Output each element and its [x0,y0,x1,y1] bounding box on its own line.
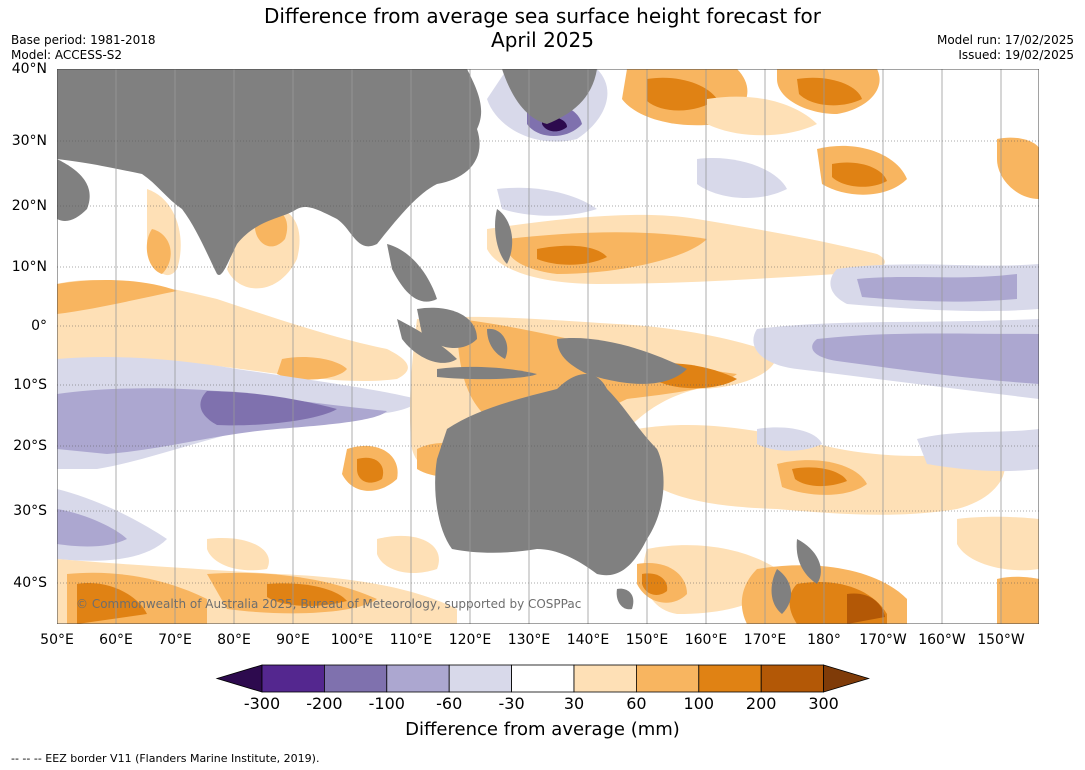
colorbar-swatch [573,664,637,693]
arabia-landmass [57,159,90,221]
longitude-label: 100°E [330,632,374,648]
colorbar [215,664,870,693]
asia-landmass [57,69,482,275]
indochina-landmass [387,244,437,302]
colorbar-tick-label: -30 [498,694,525,713]
sumatra-landmass [397,319,457,363]
new-zealand-north-landmass [796,539,821,584]
longitude-label: 150°W [977,632,1025,648]
colorbar-tick-label: 100 [683,694,715,713]
model-run: Model run: 17/02/2025 [936,33,1074,47]
colorbar-tick-label: 200 [745,694,777,713]
new-zealand-south-landmass [771,569,792,614]
colorbar-extend-low [215,664,263,693]
latitude-label: 0° [31,318,47,334]
longitude-label: 80°E [217,632,251,648]
latitude-label: 10°N [11,259,47,275]
colorbar-tick-label: -100 [368,694,405,713]
longitude-label: 140°E [566,632,610,648]
colorbar-label: Difference from average (mm) [405,719,680,740]
map-title: Difference from average sea surface heig… [0,4,1085,52]
longitude-label: 130°E [507,632,551,648]
longitude-label: 90°E [276,632,310,648]
philippines-landmass [495,209,513,264]
colorbar-swatch [261,664,325,693]
landmasses [57,69,821,614]
base-period: Base period: 1981-2018 [11,33,156,47]
latitude-label: 40°S [13,575,47,591]
latitude-label: 30°S [13,503,47,519]
longitude-label: 110°E [389,632,433,648]
colorbar-tick-label: -300 [243,694,281,713]
longitude-label: 160°W [918,632,966,648]
latitude-label: 20°N [11,198,47,214]
colorbar-extend-high [823,664,870,693]
title-line-2: April 2025 [491,28,594,52]
latitude-label: 40°N [11,61,47,77]
borneo-landmass [417,307,477,349]
title-line-1: Difference from average sea surface heig… [263,4,822,28]
australia-landmass [435,374,664,576]
longitude-label: 170°E [743,632,787,648]
colorbar-tick-label: -60 [436,694,463,713]
new-guinea-landmass [557,338,687,384]
issued-date: Issued: 19/02/2025 [958,48,1074,62]
colorbar-swatch [324,664,388,693]
colorbar-tick-label: 60 [626,694,647,713]
japan-korea-landmass [502,69,597,124]
colorbar-swatch [698,664,762,693]
longitude-label: 120°E [448,632,492,648]
colorbar-swatch [511,664,575,693]
graticule-meridians [115,69,1002,624]
longitude-label: 60°E [99,632,133,648]
colorbar-tick-label: -200 [306,694,343,713]
colorbar-swatch [760,664,825,693]
longitude-label: 180° [807,632,841,648]
footer-note: -- -- -- EEZ border V11 (Flanders Marine… [11,752,320,765]
colorbar-tick-label: 30 [563,694,585,713]
sulawesi-landmass [487,328,508,359]
meta-right: Model run: 17/02/2025 Issued: 19/02/2025 [937,33,1074,63]
longitude-label: 70°E [158,632,192,648]
colorbar-tick-label: 300 [808,694,839,713]
tasmania-landmass [616,588,634,610]
model-name: Model: ACCESS-S2 [11,48,123,62]
java-landmass [437,366,537,380]
longitude-label: 160°E [684,632,728,648]
latitude-label: 30°N [11,133,47,149]
latitude-label: 20°S [13,438,47,454]
colorbar-swatch [448,664,512,693]
meta-left: Base period: 1981-2018 Model: ACCESS-S2 [11,33,156,63]
longitude-label: 170°W [859,632,907,648]
longitude-label: 50°E [40,632,74,648]
latitude-label: 10°S [13,377,47,393]
colorbar-swatch [635,664,700,693]
sea-level-map [57,69,1039,624]
longitude-label: 150°E [625,632,669,648]
colorbar-swatch [386,664,450,693]
copyright-notice: © Commonwealth of Australia 2025, Bureau… [76,597,582,611]
